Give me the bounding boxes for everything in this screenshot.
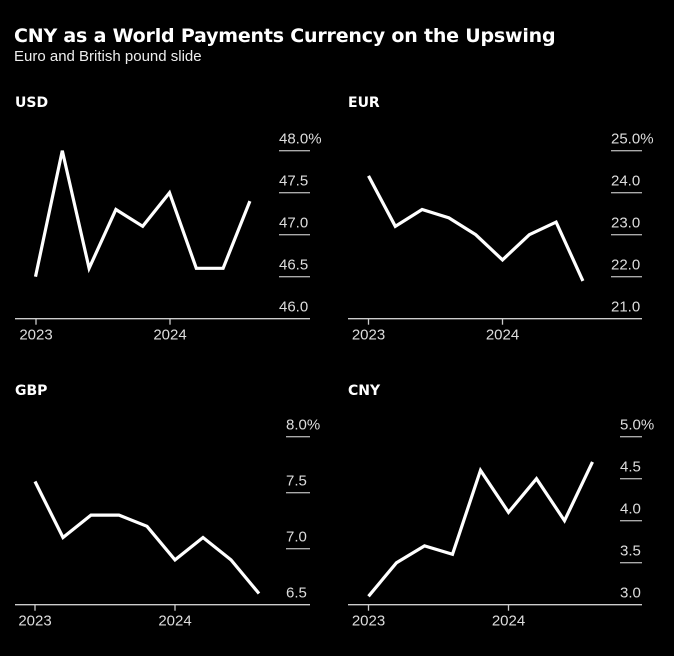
gbp-y-tick-label: 7.0 (286, 529, 307, 546)
eur-y-tick-label: 22.0 (611, 257, 640, 274)
cny-panel-title: CNY (348, 383, 381, 399)
eur-y-tick-label: 23.0 (611, 215, 640, 232)
eur-panel-title: EUR (348, 95, 380, 111)
usd-y-tick-label: 48.0% (279, 131, 322, 148)
usd-x-tick-label: 2023 (19, 327, 52, 344)
eur-y-tick-label: 25.0% (611, 131, 654, 148)
cny-y-tick-label: 5.0% (620, 417, 654, 434)
gbp-x-tick-label: 2023 (18, 613, 51, 630)
usd-x-tick-label: 2024 (153, 327, 186, 344)
usd-y-tick-label: 47.0 (279, 215, 308, 232)
gbp-panel-title: GBP (15, 383, 47, 399)
eur-x-tick-label: 2024 (486, 327, 519, 344)
usd-y-tick-label: 46.5 (279, 257, 308, 274)
eur-y-tick-label: 21.0 (611, 299, 640, 316)
cny-y-tick-label: 3.5 (620, 543, 641, 560)
eur-series-line (367, 175, 585, 282)
gbp-y-tick-label: 8.0% (286, 417, 320, 434)
eur-x-tick-label: 2023 (352, 327, 385, 344)
gbp-x-tick-label: 2024 (158, 613, 191, 630)
chart-title: CNY as a World Payments Currency on the … (14, 25, 556, 47)
cny-x-tick-label: 2024 (492, 613, 525, 630)
gbp-y-tick-label: 7.5 (286, 473, 307, 490)
cny-x-tick-label: 2023 (352, 613, 385, 630)
usd-series-line (33, 150, 252, 278)
gbp-series-line (33, 480, 261, 595)
cny-y-tick-label: 3.0 (620, 585, 641, 602)
chart-subtitle: Euro and British pound slide (14, 48, 202, 65)
cny-y-tick-label: 4.0 (620, 501, 641, 518)
usd-panel-title: USD (15, 95, 48, 111)
cny-series-line (367, 461, 594, 598)
usd-y-tick-label: 47.5 (279, 173, 308, 190)
cny-y-tick-label: 4.5 (620, 459, 641, 476)
gbp-y-tick-label: 6.5 (286, 585, 307, 602)
usd-y-tick-label: 46.0 (279, 299, 308, 316)
eur-y-tick-label: 24.0 (611, 173, 640, 190)
